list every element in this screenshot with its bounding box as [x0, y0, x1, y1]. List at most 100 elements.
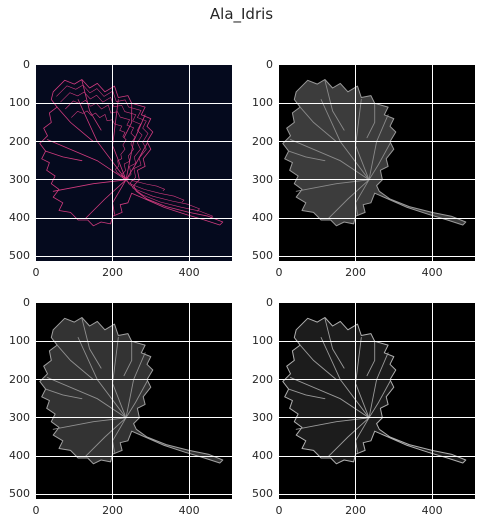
x-tick-label: 200: [345, 504, 367, 517]
gridline-horizontal: [36, 455, 232, 457]
y-tick-label: 400: [9, 211, 30, 225]
gridline-vertical: [112, 65, 114, 261]
x-tick-label: 0: [32, 266, 40, 279]
leaf-vein: [290, 377, 370, 419]
leaf-vein: [366, 102, 376, 139]
y-tick-label: 100: [9, 334, 30, 348]
gridline-horizontal: [36, 493, 232, 495]
leaf-vein: [368, 143, 391, 181]
leaf-vein: [125, 114, 146, 181]
leaf-vein: [81, 317, 102, 369]
leaf-vein: [47, 377, 127, 419]
leaf-vein: [295, 417, 370, 430]
y-tick-label: 100: [252, 96, 273, 110]
x-tick-label: 400: [178, 266, 200, 279]
gridline-horizontal: [279, 255, 475, 257]
y-tick-label: 500: [9, 487, 30, 501]
leaf-vein: [299, 106, 337, 143]
leaf-vein: [366, 340, 376, 377]
y-tick-label: 0: [266, 296, 273, 309]
gridline-vertical: [355, 303, 357, 499]
gridline-vertical: [355, 65, 357, 261]
leaf-vein: [47, 139, 127, 181]
gridline-vertical: [188, 65, 190, 261]
image-panel-grayscale-3: [279, 303, 475, 499]
gridline-horizontal: [279, 179, 475, 181]
gridline-horizontal: [36, 179, 232, 181]
leaf-vein: [123, 340, 133, 377]
gridline-vertical: [431, 65, 433, 261]
leaf-vein: [52, 417, 127, 430]
leaf-vein: [81, 79, 102, 131]
leaf-image: [39, 317, 224, 465]
leaf-vein: [85, 179, 127, 219]
leaf-vein: [290, 139, 370, 181]
gridline-horizontal: [279, 493, 475, 495]
gridline-horizontal: [36, 217, 232, 219]
gridline-horizontal: [279, 217, 475, 219]
y-tick-label: 200: [9, 372, 30, 386]
figure-title: Ala_Idris: [209, 5, 274, 23]
y-tick-label: 200: [9, 134, 30, 148]
y-tick-label: 500: [252, 487, 273, 501]
y-tick-label: 100: [252, 334, 273, 348]
y-tick-label: 0: [266, 58, 273, 71]
x-tick-label: 0: [32, 504, 40, 517]
y-tick-label: 0: [23, 296, 30, 309]
leaf-vein: [288, 388, 326, 400]
y-tick-label: 300: [9, 410, 30, 424]
gridline-vertical: [431, 303, 433, 499]
leaf-vein: [77, 99, 127, 181]
gridline-horizontal: [36, 379, 232, 381]
image-panel-edge-map: [36, 65, 232, 261]
gridline-horizontal: [279, 141, 475, 143]
gridline-horizontal: [36, 102, 232, 104]
gridline-horizontal: [36, 417, 232, 419]
leaf-vein: [52, 179, 127, 192]
y-tick-label: 200: [252, 134, 273, 148]
leaf-vein: [368, 381, 391, 419]
edge-contour: [60, 91, 201, 212]
gridline-horizontal: [36, 141, 232, 143]
leaf-vein: [45, 150, 83, 162]
x-tick-label: 400: [178, 504, 200, 517]
x-tick-label: 200: [102, 266, 124, 279]
leaf-vein: [295, 179, 370, 192]
leaf-image: [282, 317, 467, 465]
image-panel-grayscale-2: [36, 303, 232, 499]
leaf-vein: [125, 143, 148, 181]
leaf-vein: [324, 317, 345, 369]
y-tick-label: 300: [252, 172, 273, 186]
leaf-vein: [56, 106, 94, 142]
y-tick-label: 0: [23, 58, 30, 71]
y-tick-label: 400: [252, 211, 273, 225]
y-tick-label: 300: [9, 172, 30, 186]
x-tick-label: 400: [421, 266, 443, 279]
leaf-vein: [112, 99, 127, 181]
leaf-vein: [125, 381, 148, 419]
leaf-vein: [299, 344, 337, 381]
leaf-image: [282, 79, 467, 227]
leaf-vein: [288, 150, 326, 162]
x-tick-label: 400: [421, 504, 443, 517]
y-tick-label: 100: [9, 96, 30, 110]
y-tick-label: 300: [252, 410, 273, 424]
leaf-outline: [39, 79, 224, 227]
gridline-horizontal: [279, 340, 475, 342]
x-tick-label: 0: [275, 504, 283, 517]
x-tick-label: 200: [345, 266, 367, 279]
x-tick-label: 200: [102, 504, 124, 517]
leaf-image: [39, 79, 224, 227]
gridline-horizontal: [36, 255, 232, 257]
y-tick-label: 500: [9, 249, 30, 263]
image-panel-grayscale-1: [279, 65, 475, 261]
gridline-vertical: [188, 303, 190, 499]
leaf-vein: [56, 344, 94, 381]
gridline-vertical: [112, 303, 114, 499]
gridline-horizontal: [279, 102, 475, 104]
gridline-horizontal: [279, 417, 475, 419]
leaf-vein: [45, 388, 83, 400]
edge-contour: [65, 100, 185, 203]
leaf-vein: [324, 79, 345, 131]
